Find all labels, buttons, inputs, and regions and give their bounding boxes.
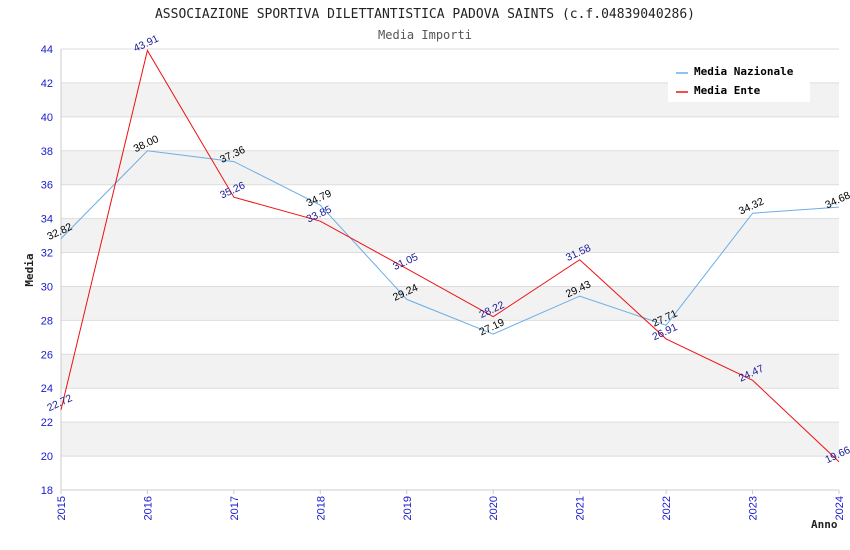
- x-tick-label: 2024: [834, 496, 846, 520]
- x-tick-label: 2018: [315, 496, 327, 520]
- y-tick-label: 30: [41, 281, 53, 293]
- y-tick-labels: 18 20 22 24 26 28 30 32 34 36 38 40 42 44: [41, 44, 53, 497]
- grid-band: [61, 286, 839, 321]
- x-axis-label: Anno: [811, 518, 838, 531]
- y-tick-label: 44: [41, 44, 53, 56]
- y-tick-label: 24: [41, 383, 53, 395]
- grid-bands: [61, 82, 839, 457]
- grid-band: [61, 354, 839, 389]
- x-tick-label: 2022: [661, 496, 673, 520]
- chart-title: ASSOCIAZIONE SPORTIVA DILETTANTISTICA PA…: [155, 7, 695, 22]
- data-label: 31.05: [391, 251, 420, 273]
- x-tick-label: 2015: [56, 496, 68, 520]
- y-tick-label: 20: [41, 451, 53, 463]
- legend-label-media-nazionale: Media Nazionale: [694, 65, 794, 78]
- x-tick-label: 2021: [575, 496, 587, 520]
- legend-label-media-ente: Media Ente: [694, 84, 761, 97]
- x-tick-label: 2020: [488, 496, 500, 520]
- x-tick-label: 2023: [748, 496, 760, 520]
- series-line-media-nazionale: [60, 150, 840, 335]
- y-tick-label: 18: [41, 485, 53, 497]
- y-tick-label: 42: [41, 78, 53, 90]
- chart-subtitle: Media Importi: [378, 28, 472, 42]
- x-tick-labels: 2015 2016 2017 2018 2019 2020 2021 2022 2023 2024: [56, 496, 846, 520]
- y-tick-label: 32: [41, 248, 53, 260]
- grid-lines: [61, 48, 839, 491]
- x-tick-label: 2016: [142, 496, 154, 520]
- y-tick-label: 34: [41, 214, 53, 226]
- y-tick-label: 40: [41, 112, 53, 124]
- data-label: 34.68: [823, 189, 850, 211]
- grid-band: [61, 218, 839, 253]
- x-tick-label: 2019: [402, 496, 414, 520]
- data-label: 43.91: [132, 33, 161, 55]
- legend: Media Nazionale Media Ente: [668, 60, 810, 102]
- axes: [60, 49, 840, 494]
- legend-background: [668, 60, 810, 102]
- grid-band: [61, 150, 839, 185]
- data-label: 22.72: [45, 392, 74, 414]
- series-line-media-ente: [60, 49, 840, 463]
- series-lines: [60, 49, 840, 463]
- y-tick-label: 36: [41, 180, 53, 192]
- y-tick-label: 22: [41, 417, 53, 429]
- x-tick-label: 2017: [229, 496, 241, 520]
- y-tick-label: 38: [41, 146, 53, 158]
- grid-band: [61, 422, 839, 457]
- y-tick-label: 28: [41, 315, 53, 327]
- y-axis-label: Media: [23, 253, 36, 286]
- y-tick-label: 26: [41, 349, 53, 361]
